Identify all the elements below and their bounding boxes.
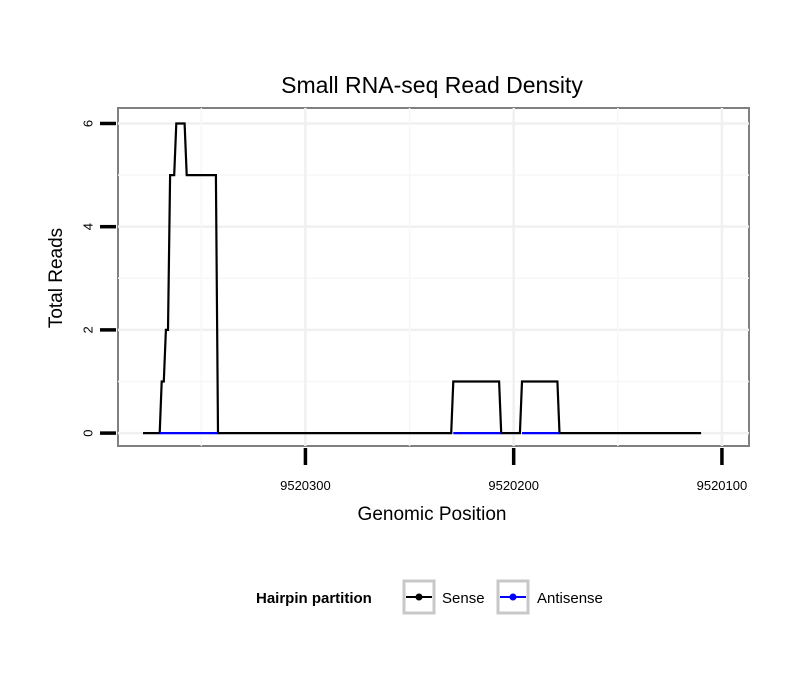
series-layer (143, 122, 702, 435)
y-tick-label-2: 4 (81, 223, 96, 230)
legend-label-sense: Sense (442, 590, 485, 607)
plot-panel (117, 107, 750, 447)
x-tick-label-0: 9520300 (280, 478, 331, 493)
series-line-sense (143, 122, 702, 435)
chart-title: Small RNA-seq Read Density (281, 72, 583, 98)
grid (118, 108, 749, 446)
legend-label-antisense: Antisense (537, 590, 603, 607)
x-tick-label-2: 9520100 (697, 478, 748, 493)
legend-item-antisense: Antisense (496, 579, 603, 615)
legend-item-sense: Sense (402, 579, 485, 615)
x-tick-label-1: 9520200 (488, 478, 539, 493)
legend-title: Hairpin partition (256, 590, 372, 607)
legend-marker-sense (415, 593, 423, 601)
y-axis-title: Total Reads (46, 228, 67, 328)
legend-marker-antisense (509, 593, 517, 601)
y-tick-label-1: 2 (81, 326, 96, 333)
y-tick-label-3: 6 (81, 120, 96, 127)
x-axis-title: Genomic Position (358, 504, 507, 525)
legend: Hairpin partition Sense Antisense (256, 579, 603, 615)
y-tick-label-0: 0 (81, 429, 96, 436)
x-axis: 9520300 9520200 9520100 (280, 448, 747, 493)
plot-area (117, 107, 750, 447)
y-axis: 0 2 4 6 (81, 120, 116, 437)
